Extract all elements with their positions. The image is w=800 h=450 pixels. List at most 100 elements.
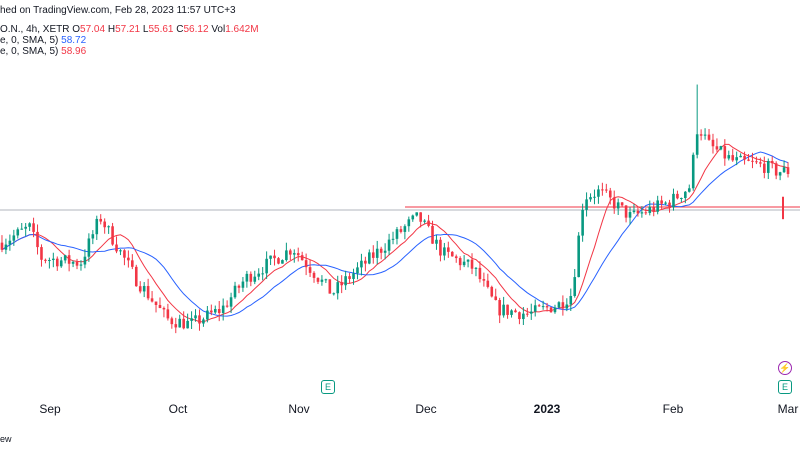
candle-body (474, 267, 478, 269)
candle-body (751, 160, 754, 162)
candle-body (55, 258, 59, 267)
candle (415, 212, 419, 217)
candle-body (83, 256, 87, 265)
candle-body (8, 240, 12, 245)
candle (40, 244, 43, 267)
candle-body (759, 162, 762, 164)
candle (0, 235, 4, 253)
candle-body (431, 225, 434, 244)
candle-body (119, 250, 122, 252)
candle-body (514, 310, 517, 313)
candle (735, 151, 738, 166)
candle (731, 148, 735, 162)
candle-body (134, 266, 138, 287)
published-note: hed on TradingView.com, Feb 28, 2023 11:… (0, 5, 236, 16)
candle-body (12, 235, 16, 241)
close-value: 56.12 (183, 24, 209, 35)
candle (324, 278, 328, 284)
candle (723, 139, 727, 166)
candle (12, 229, 16, 246)
candle (403, 224, 407, 240)
candle-body (16, 229, 20, 236)
candle (28, 222, 31, 232)
candle (616, 198, 620, 215)
ma-legend-fast[interactable]: e, 0, SMA, 5) 58.96 (0, 46, 86, 58)
candle (727, 150, 731, 161)
candle (194, 309, 197, 322)
candle-body (364, 260, 367, 264)
candle (435, 234, 438, 250)
candle-body (668, 202, 671, 208)
candle-body (656, 200, 659, 212)
candle (486, 273, 490, 289)
candle (16, 227, 20, 239)
candle-body (423, 220, 426, 222)
candle (506, 304, 509, 319)
open-label: O (72, 24, 81, 35)
candle (364, 256, 367, 272)
earnings-marker[interactable]: E (321, 380, 335, 394)
candle (466, 259, 470, 268)
candle-body (715, 146, 719, 150)
candle-body (640, 212, 644, 214)
candle-body (616, 202, 620, 209)
candle-body (300, 255, 304, 261)
earnings-marker[interactable]: E (778, 380, 792, 394)
candle (312, 271, 316, 283)
candle (462, 255, 466, 268)
candle (52, 252, 55, 268)
candle (368, 249, 371, 265)
candle-body (162, 308, 166, 310)
candle-body (660, 200, 663, 204)
candle-body (387, 239, 391, 251)
candle (198, 309, 201, 331)
candle-body (569, 295, 573, 305)
ma-legend-slow[interactable]: e, 0, SMA, 5) 58.72 (0, 35, 86, 47)
candle (336, 275, 340, 300)
candle-body (636, 210, 640, 214)
symbol-legend[interactable]: O.N., 4h, XETR O57.04 H57.21 L55.61 C56.… (0, 24, 259, 36)
candle-body (774, 163, 778, 176)
candle-body (632, 210, 636, 213)
candle-body (691, 154, 695, 189)
candle-body (360, 260, 363, 268)
candle (526, 307, 529, 317)
candle (292, 249, 296, 263)
candle (620, 202, 624, 208)
candle (494, 288, 498, 301)
time-axis[interactable]: Sep Oct Nov Dec 2023 Feb Mar (0, 396, 800, 426)
low-label: L (142, 24, 149, 35)
candle-body (225, 305, 229, 307)
candle-body (581, 209, 584, 236)
candle-body (545, 306, 549, 308)
candle (24, 223, 27, 237)
candle-body (383, 250, 387, 253)
candle-body (150, 298, 154, 302)
candle-body (296, 253, 300, 256)
candle-body (146, 286, 150, 299)
candle (510, 309, 513, 318)
candle (269, 255, 272, 266)
candle-body (526, 313, 529, 315)
candle (537, 303, 541, 307)
candle-body (178, 318, 182, 328)
candle-body (735, 157, 738, 161)
candle-body (52, 258, 55, 261)
candle (545, 302, 549, 312)
candle-body (332, 293, 336, 295)
candle (656, 195, 659, 215)
candle (608, 187, 612, 205)
candle (253, 270, 257, 285)
candle-body (676, 193, 679, 199)
candle-body (4, 244, 8, 250)
candle (411, 214, 415, 222)
candle-body (138, 286, 142, 292)
candle (684, 191, 687, 204)
candle (158, 297, 162, 309)
flash-event-icon[interactable]: ⚡ (778, 361, 792, 375)
sma-fast-line (1, 143, 789, 323)
candle (660, 195, 663, 209)
candle-body (202, 319, 205, 324)
candle-body (561, 302, 565, 309)
